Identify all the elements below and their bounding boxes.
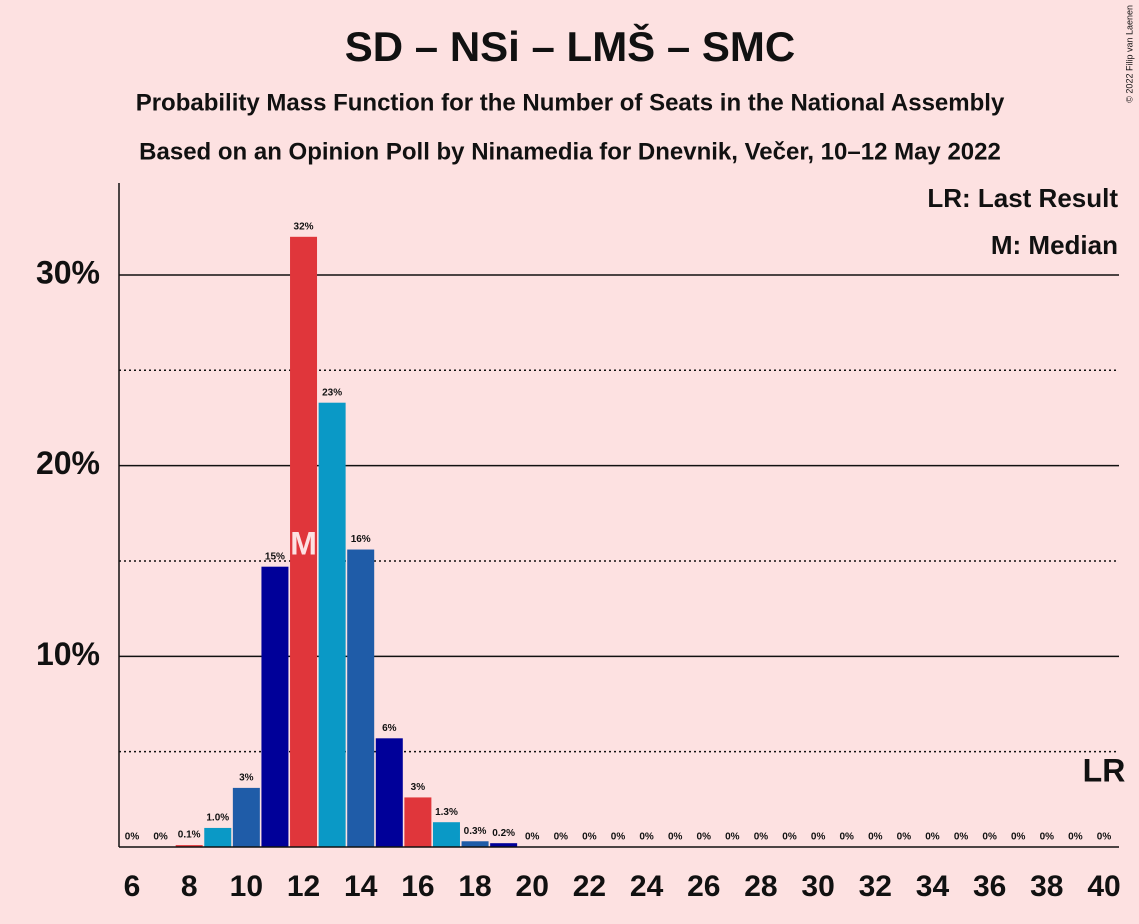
bar [490, 843, 518, 847]
bar [404, 797, 432, 847]
data-label: 0.3% [464, 826, 487, 837]
x-tick-label: 18 [458, 870, 491, 903]
x-tick-label: 10 [230, 870, 263, 903]
data-label: 0% [582, 832, 597, 843]
y-tick-label: 10% [36, 636, 100, 672]
legend-entry: LR: Last Result [927, 183, 1118, 213]
data-label: 0% [668, 832, 683, 843]
data-label: 3% [239, 773, 254, 784]
copyright: © 2022 Filip van Laenen [1124, 5, 1134, 103]
data-label: 0% [811, 832, 826, 843]
data-label: 0% [125, 832, 140, 843]
chart-title: SD – NSi – LMŠ – SMC [345, 22, 795, 70]
data-label: 0% [525, 832, 540, 843]
chart-subtitle: Probability Mass Function for the Number… [136, 89, 1005, 116]
bar [204, 827, 232, 847]
x-tick-label: 30 [801, 870, 834, 903]
data-label: 23% [322, 387, 342, 398]
x-tick-label: 28 [744, 870, 777, 903]
bar [375, 738, 403, 847]
data-label: 0% [868, 832, 883, 843]
x-tick-label: 22 [573, 870, 606, 903]
data-label: 15% [265, 551, 285, 562]
data-label: 32% [294, 221, 314, 232]
data-label: 3% [411, 782, 426, 793]
data-label: 0% [697, 832, 712, 843]
x-tick-label: 6 [124, 870, 141, 903]
data-label: 0% [611, 832, 626, 843]
data-label: 0% [554, 832, 569, 843]
x-tick-label: 32 [859, 870, 892, 903]
data-label: 0% [897, 832, 912, 843]
x-tick-label: 14 [344, 870, 378, 903]
data-label: 0% [954, 832, 969, 843]
median-marker: M [290, 525, 317, 561]
data-label: 6% [382, 723, 397, 734]
data-label: 0% [782, 832, 797, 843]
data-label: 0% [925, 832, 940, 843]
data-label: 0% [754, 832, 769, 843]
data-label: 0% [153, 832, 168, 843]
data-label: 0% [1011, 832, 1026, 843]
bar [347, 549, 375, 847]
x-tick-label: 16 [401, 870, 434, 903]
data-label: 0.1% [178, 830, 201, 841]
last-result-marker: LR [1083, 752, 1126, 788]
x-tick-label: 8 [181, 870, 198, 903]
bar [461, 841, 489, 847]
x-tick-label: 20 [516, 870, 549, 903]
x-tick-label: 40 [1087, 870, 1120, 903]
chart-subtitle: Based on an Opinion Poll by Ninamedia fo… [139, 138, 1001, 165]
y-tick-label: 20% [36, 445, 100, 481]
data-label: 0% [1068, 832, 1083, 843]
bar [318, 402, 346, 847]
data-label: 0.2% [492, 828, 515, 839]
data-label: 0% [639, 832, 654, 843]
data-label: 0% [1040, 832, 1055, 843]
data-label: 16% [351, 534, 371, 545]
bar [232, 787, 260, 847]
data-label: 0% [982, 832, 997, 843]
x-tick-label: 26 [687, 870, 720, 903]
x-tick-label: 12 [287, 870, 320, 903]
x-tick-label: 36 [973, 870, 1006, 903]
data-label: 0% [725, 832, 740, 843]
x-tick-label: 34 [916, 870, 950, 903]
x-tick-label: 38 [1030, 870, 1063, 903]
data-label: 1.3% [435, 807, 458, 818]
bar [261, 566, 289, 847]
data-label: 0% [1097, 832, 1112, 843]
data-label: 1.0% [206, 813, 229, 824]
y-tick-label: 30% [36, 254, 100, 290]
x-tick-label: 24 [630, 870, 664, 903]
bar [175, 845, 203, 847]
data-label: 0% [839, 832, 854, 843]
legend-entry: M: Median [991, 230, 1118, 260]
bar [290, 236, 318, 847]
bar [432, 822, 460, 847]
